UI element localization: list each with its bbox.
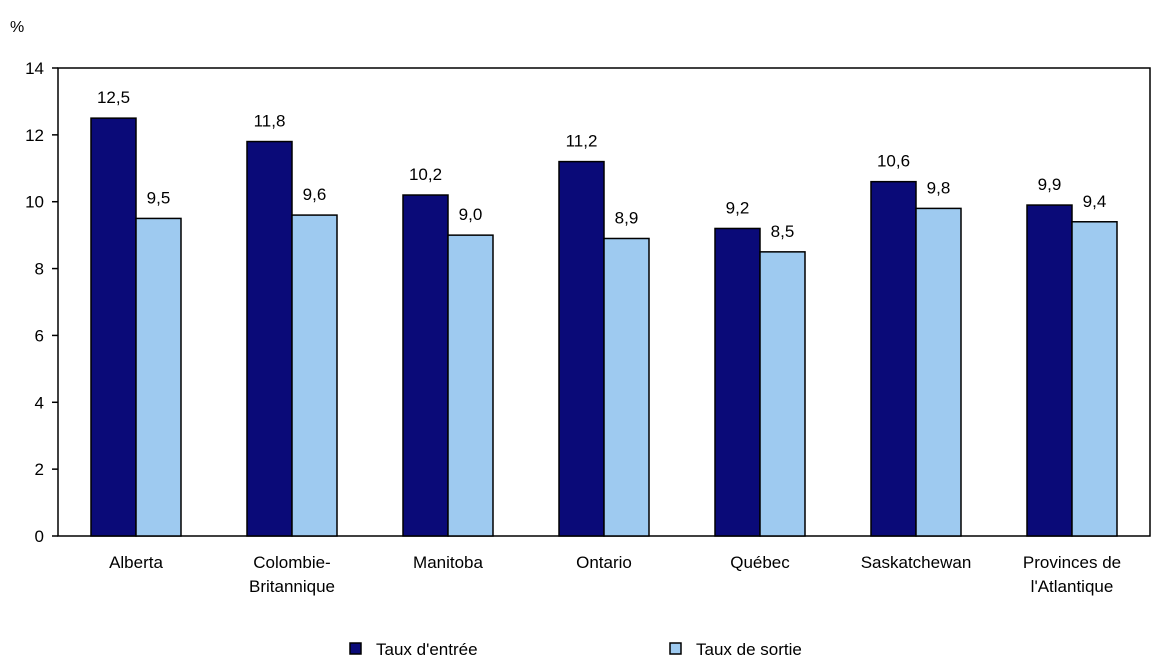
data-labels: 12,5 9,5 11,8 9,6 10,2 9,0 11,2 8,9 9,2 8,5 10,6 9,… — [97, 88, 1106, 241]
data-label: 9,5 — [147, 188, 171, 207]
x-category-label: Colombie- — [253, 553, 330, 572]
x-axis: Alberta Colombie- Britannique Manitoba Ontar… — [109, 553, 1121, 596]
bar-exit — [915, 207, 962, 537]
data-label: 9,9 — [1038, 175, 1062, 194]
y-tick-label: 2 — [35, 460, 44, 479]
data-label: 12,5 — [97, 88, 130, 107]
x-category-label: Québec — [730, 553, 790, 572]
y-tick-label: 12 — [25, 126, 44, 145]
data-label: 9,6 — [303, 185, 327, 204]
x-category-label: l'Atlantique — [1031, 577, 1114, 596]
legend-swatch — [349, 642, 362, 655]
bar-exit — [447, 234, 494, 537]
data-label: 9,8 — [927, 178, 951, 197]
bar-entry — [90, 117, 137, 537]
bar-entry — [402, 194, 449, 537]
bar-exit — [291, 214, 338, 537]
y-tick-label: 6 — [35, 326, 44, 345]
bar-entry — [1026, 204, 1073, 537]
data-label: 8,9 — [615, 208, 639, 227]
data-label: 11,2 — [566, 132, 598, 151]
y-tick-label: 10 — [25, 193, 44, 212]
data-label: 10,2 — [409, 165, 442, 184]
legend-swatch — [669, 642, 682, 655]
bars — [90, 117, 1118, 537]
bar-exit — [759, 251, 806, 537]
y-tick-label: 4 — [35, 393, 44, 412]
x-category-label: Saskatchewan — [861, 553, 972, 572]
bar-exit — [1071, 221, 1118, 537]
bar-entry — [558, 160, 605, 537]
x-category-label: Alberta — [109, 553, 163, 572]
x-category-label: Ontario — [576, 553, 632, 572]
x-category-label: Manitoba — [413, 553, 483, 572]
bar-exit — [603, 237, 650, 537]
legend-label: Taux de sortie — [696, 640, 802, 659]
y-axis: 0 2 4 6 8 10 12 14 — [25, 59, 58, 546]
y-axis-unit-label: % — [10, 19, 24, 36]
y-tick-label: 14 — [25, 59, 44, 78]
legend: Taux d'entrée Taux de sortie — [349, 640, 802, 659]
y-tick-label: 0 — [35, 527, 44, 546]
bar-entry — [246, 140, 293, 537]
y-tick-label: 8 — [35, 260, 44, 279]
data-label: 10,6 — [877, 152, 910, 171]
x-category-label: Provinces de — [1023, 553, 1121, 572]
bar-entry — [714, 227, 761, 537]
data-label: 8,5 — [771, 222, 795, 241]
data-label: 9,2 — [726, 198, 750, 217]
data-label: 9,4 — [1083, 192, 1107, 211]
bar-entry — [870, 180, 917, 537]
bar-exit — [135, 217, 182, 537]
legend-label: Taux d'entrée — [376, 640, 478, 659]
x-category-label: Britannique — [249, 577, 335, 596]
data-label: 11,8 — [254, 112, 286, 131]
data-label: 9,0 — [459, 205, 483, 224]
